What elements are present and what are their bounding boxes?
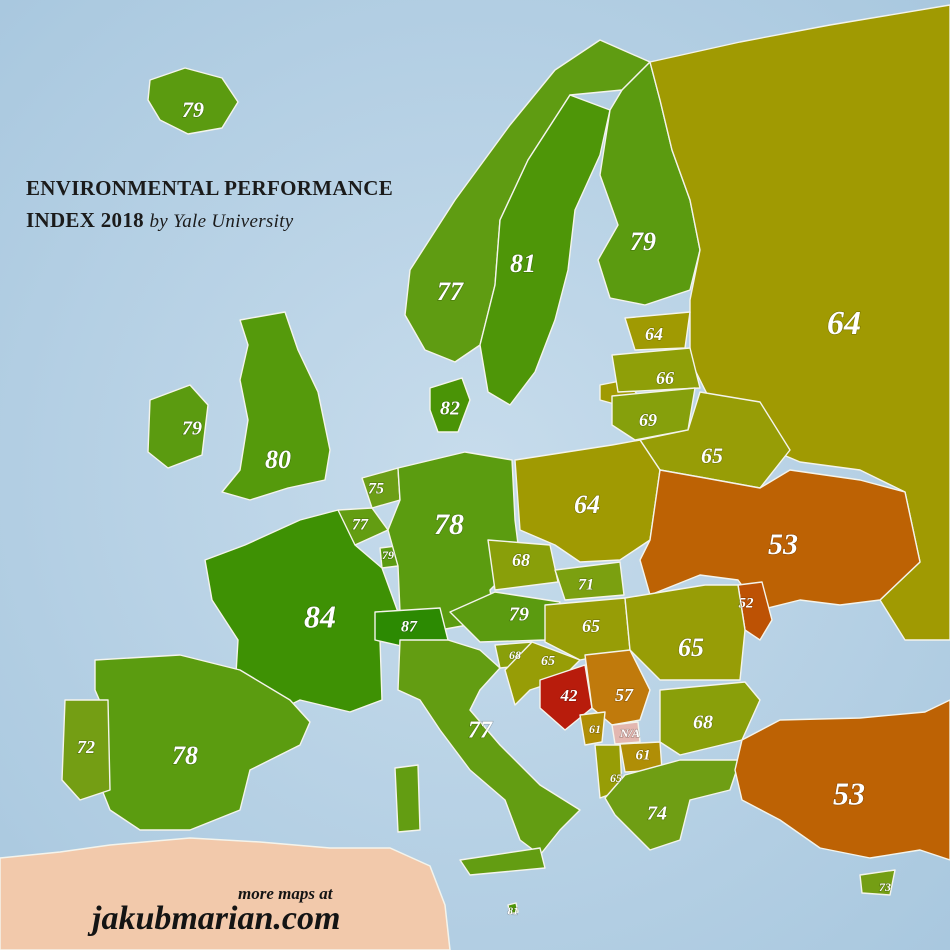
country-bosnia-and-herzegovina xyxy=(539,664,593,731)
countries-layer xyxy=(61,4,950,915)
value-label-austria: 79 xyxy=(509,604,529,626)
value-label-moldova: 52 xyxy=(739,595,755,611)
value-label-czechia: 68 xyxy=(512,550,530,570)
value-label-russia: 64 xyxy=(827,305,861,342)
country-italy-part-1 xyxy=(394,764,421,833)
value-label-united-kingdom: 80 xyxy=(265,445,291,474)
value-label-spain: 78 xyxy=(172,741,198,770)
value-label-sweden: 81 xyxy=(510,249,536,278)
country-croatia xyxy=(504,641,581,706)
country-greece xyxy=(604,759,741,851)
country-poland xyxy=(514,439,661,563)
value-label-hungary: 65 xyxy=(582,616,600,636)
country-malta xyxy=(507,902,519,915)
value-label-luxembourg: 79 xyxy=(382,548,394,562)
title-byline: by Yale University xyxy=(149,211,294,232)
country-france xyxy=(204,509,399,713)
map-title: ENVIRONMENTAL PERFORMANCE INDEX 2018 by … xyxy=(26,172,393,238)
value-label-switzerland: 87 xyxy=(401,619,418,636)
country-serbia xyxy=(584,649,651,726)
country-russia xyxy=(649,4,950,641)
value-label-bosnia-and-herzegovina: 42 xyxy=(560,686,579,705)
value-label-ireland: 79 xyxy=(182,418,202,440)
country-turkey xyxy=(734,699,950,861)
value-label-slovakia: 71 xyxy=(578,577,594,594)
credit-site-link[interactable]: jakubmarian.com xyxy=(92,900,341,937)
country-cyprus xyxy=(859,869,896,896)
value-label-belgium: 77 xyxy=(352,517,369,534)
value-label-belarus: 65 xyxy=(701,443,723,468)
value-label-greece: 74 xyxy=(647,803,667,825)
value-label-lithuania: 69 xyxy=(639,410,657,430)
value-label-romania: 65 xyxy=(678,633,704,662)
country-italy xyxy=(397,639,581,856)
labels-layer: 79 77 81 79 64 79 80 82 64 66 69 65 75 77 79 78 64 53 52 84… xyxy=(76,96,891,918)
value-label-iceland: 79 xyxy=(182,97,204,122)
value-label-north-macedonia: 61 xyxy=(636,747,651,763)
country-slovakia xyxy=(554,561,625,601)
value-label-montenegro: 61 xyxy=(589,722,601,736)
value-label-germany: 78 xyxy=(434,508,464,541)
country-czechia xyxy=(487,539,559,591)
country-portugal xyxy=(61,699,111,801)
value-label-slovenia: 68 xyxy=(509,648,521,662)
country-italy-part-2 xyxy=(459,847,546,876)
value-label-cyprus: 73 xyxy=(879,880,891,894)
value-label-malta: 81 xyxy=(508,906,519,918)
value-label-estonia: 64 xyxy=(645,324,663,344)
value-label-france: 84 xyxy=(304,598,336,634)
value-label-finland: 79 xyxy=(630,227,656,256)
country-ireland xyxy=(147,384,209,469)
value-label-denmark: 82 xyxy=(440,398,460,420)
title-line-2: INDEX 2018 xyxy=(26,208,144,232)
country-kosovo xyxy=(611,721,641,745)
value-label-latvia: 66 xyxy=(656,368,674,388)
country-iceland xyxy=(147,67,239,135)
value-label-croatia: 65 xyxy=(541,654,555,669)
value-label-norway: 77 xyxy=(437,277,464,306)
country-denmark xyxy=(429,377,471,433)
title-line-1: ENVIRONMENTAL PERFORMANCE xyxy=(26,176,394,200)
credit-prefix: more maps at xyxy=(238,884,333,903)
value-label-poland: 64 xyxy=(574,490,600,519)
value-label-italy: 77 xyxy=(468,718,493,744)
country-sweden xyxy=(479,94,611,406)
country-ukraine xyxy=(639,469,921,611)
value-label-ukraine: 53 xyxy=(768,528,798,561)
value-label-bulgaria: 68 xyxy=(693,712,713,734)
value-label-turkey: 53 xyxy=(833,775,865,811)
value-label-netherlands: 75 xyxy=(368,481,384,498)
north-africa xyxy=(0,837,451,950)
country-latvia xyxy=(611,347,701,393)
value-label-kosovo: N/A xyxy=(619,726,640,740)
country-romania xyxy=(624,584,746,681)
country-montenegro xyxy=(579,711,606,746)
value-label-albania: 65 xyxy=(610,771,622,785)
value-label-serbia: 57 xyxy=(615,685,634,705)
value-label-portugal: 72 xyxy=(77,737,95,757)
country-united-kingdom xyxy=(221,311,331,501)
